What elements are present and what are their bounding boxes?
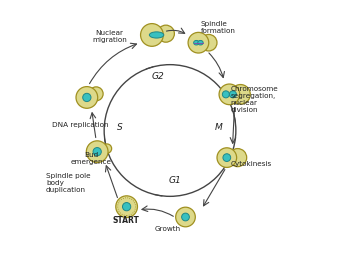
Circle shape	[93, 147, 101, 156]
Text: Spindle
formation: Spindle formation	[201, 21, 236, 34]
Circle shape	[217, 148, 237, 167]
Text: Nuclear
migration: Nuclear migration	[92, 30, 127, 43]
Text: Spindle pole
body
duplication: Spindle pole body duplication	[46, 174, 91, 193]
Circle shape	[176, 207, 195, 227]
Circle shape	[122, 203, 131, 211]
Circle shape	[157, 25, 174, 42]
Circle shape	[140, 23, 163, 46]
Text: Cytokinesis: Cytokinesis	[231, 161, 272, 167]
Circle shape	[86, 141, 108, 163]
Text: Growth: Growth	[154, 226, 181, 232]
Text: M: M	[215, 123, 223, 132]
Circle shape	[102, 144, 112, 153]
Circle shape	[201, 34, 217, 51]
Circle shape	[222, 91, 230, 98]
Text: DNA replication: DNA replication	[52, 122, 108, 128]
Circle shape	[230, 91, 236, 98]
Text: Chromosome
segregation,
nuclear
division: Chromosome segregation, nuclear division	[231, 86, 278, 113]
Text: G1: G1	[169, 176, 182, 185]
Circle shape	[188, 32, 209, 53]
Circle shape	[223, 154, 231, 162]
Circle shape	[182, 213, 189, 221]
Circle shape	[228, 149, 247, 167]
Circle shape	[231, 85, 250, 104]
Text: START: START	[113, 216, 139, 226]
Circle shape	[83, 93, 91, 102]
Text: S: S	[117, 123, 122, 132]
Ellipse shape	[198, 40, 203, 45]
Circle shape	[89, 87, 103, 101]
Circle shape	[116, 196, 137, 217]
Text: G2: G2	[151, 72, 164, 81]
Circle shape	[76, 87, 98, 108]
Ellipse shape	[194, 40, 199, 45]
Text: Bud
emergence: Bud emergence	[71, 152, 112, 165]
Ellipse shape	[149, 32, 164, 38]
Circle shape	[219, 84, 240, 105]
